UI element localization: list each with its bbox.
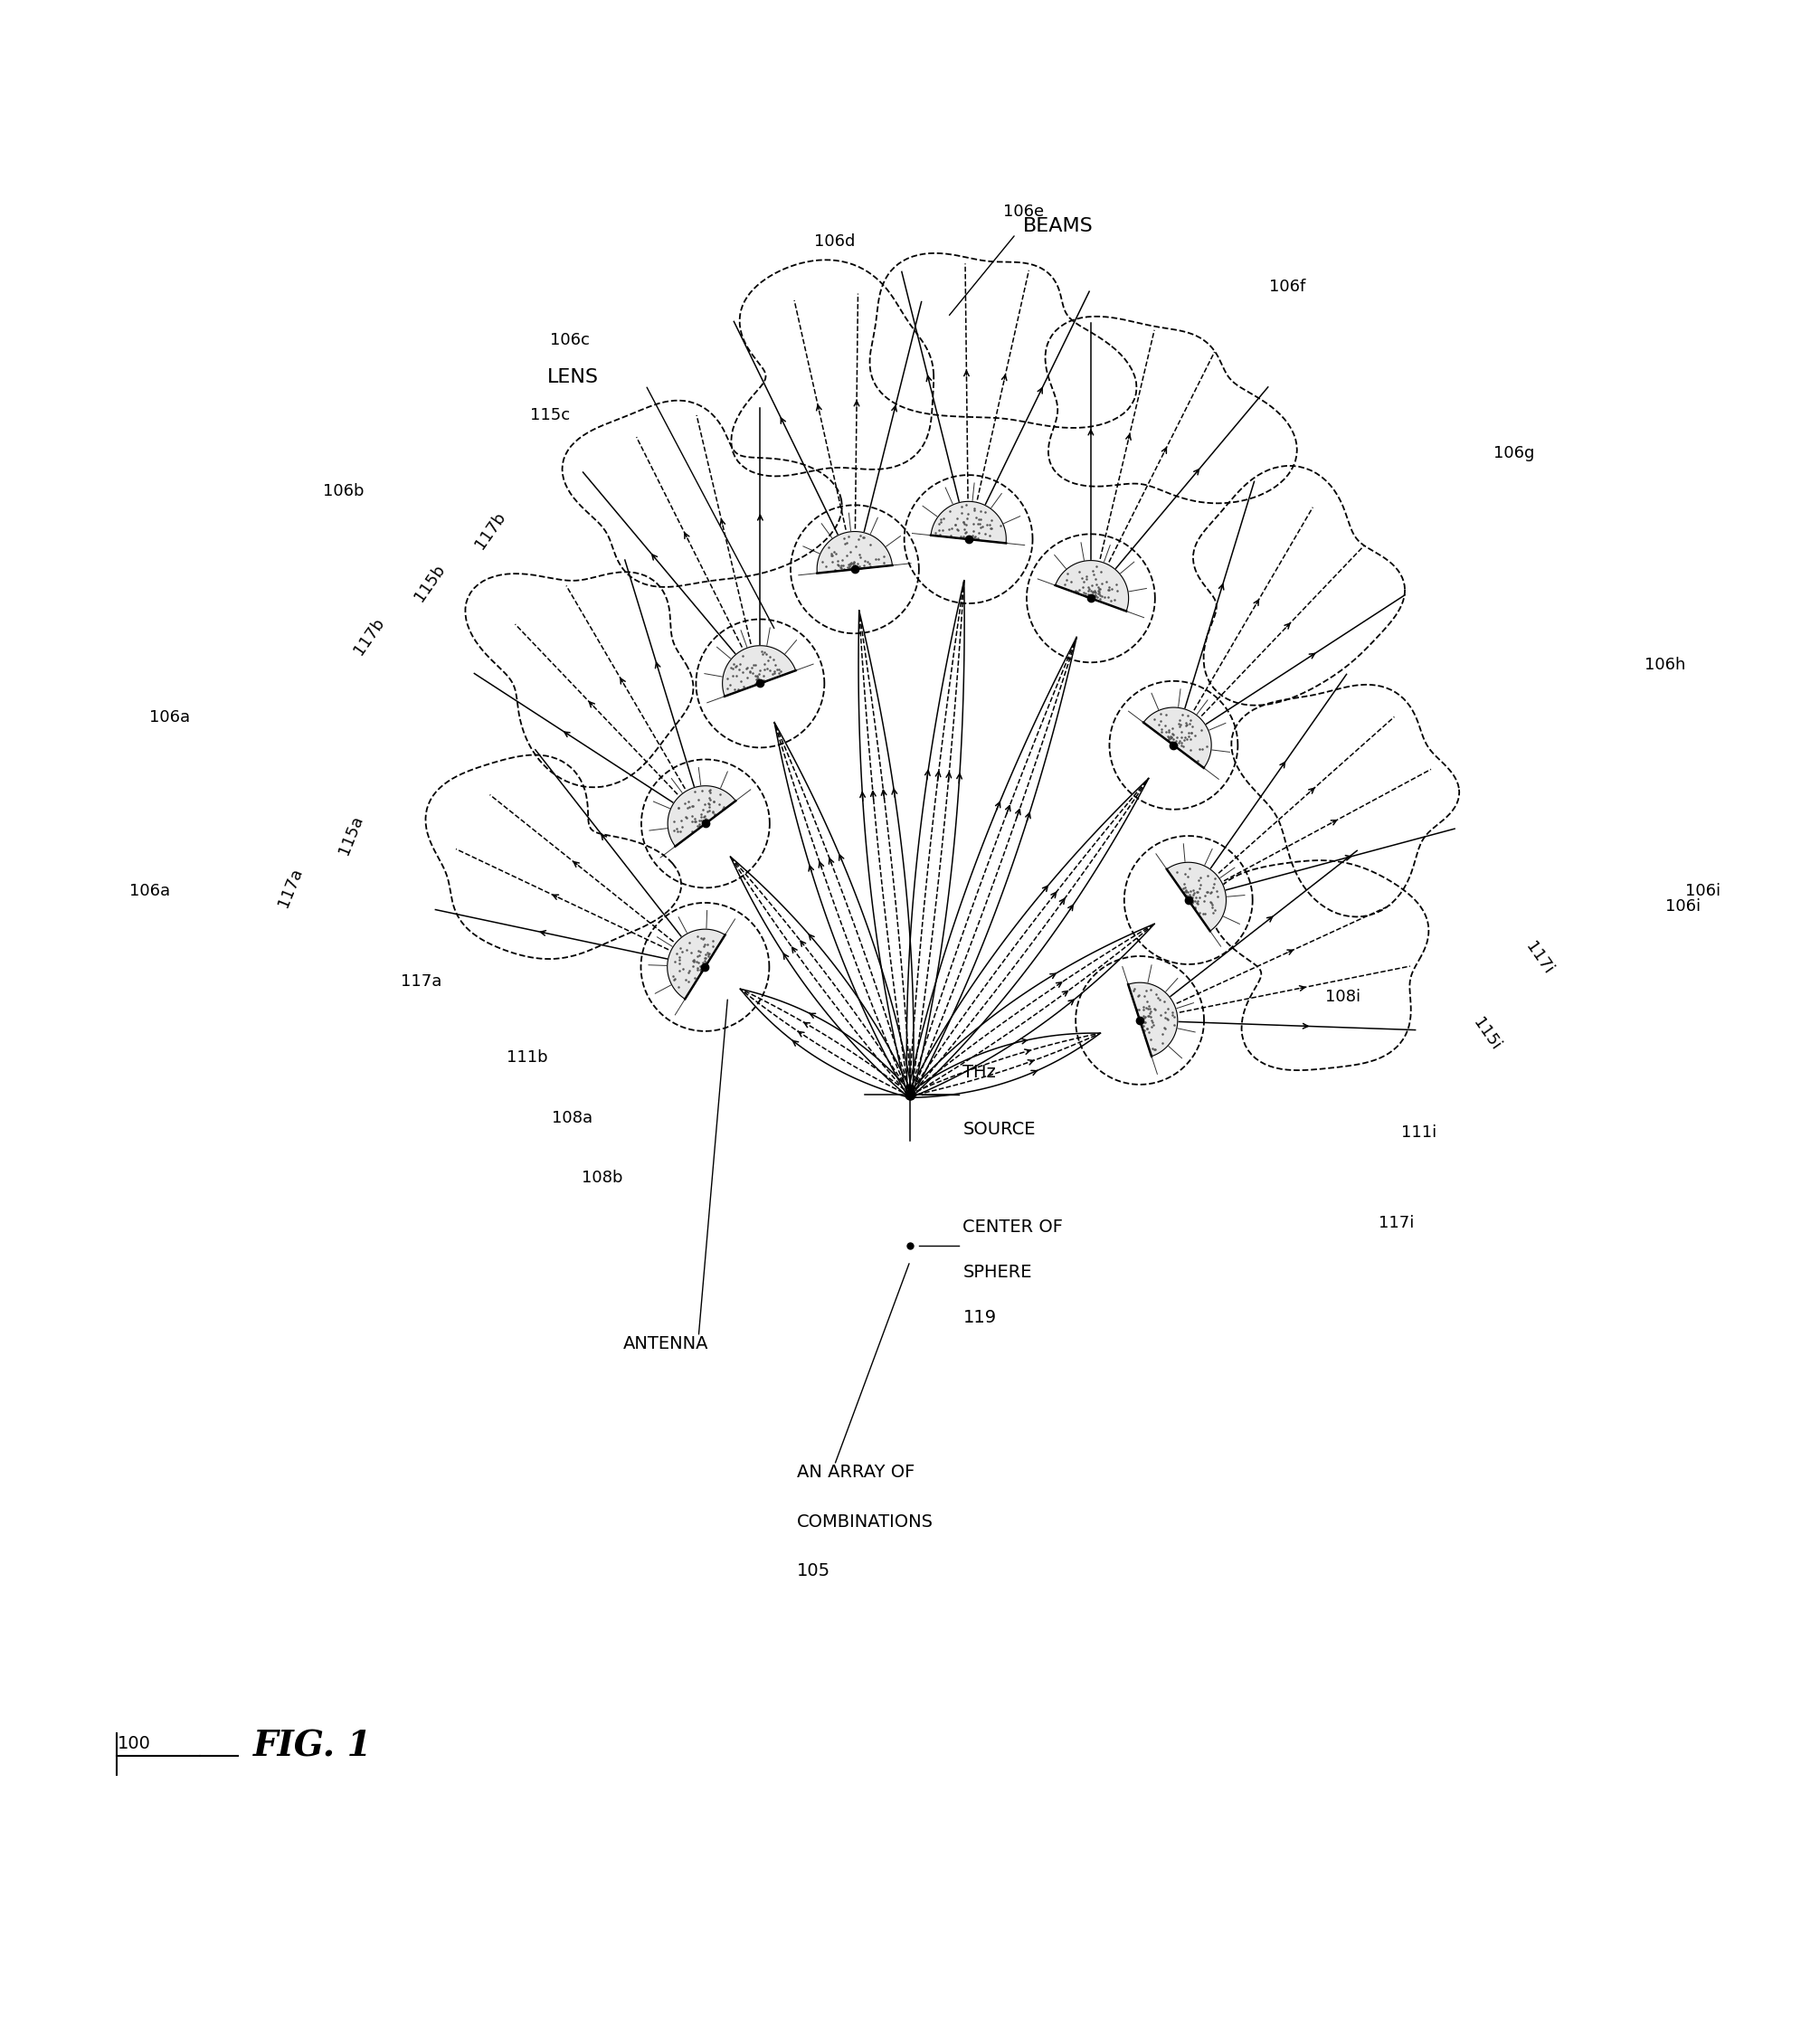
Text: 106c: 106c [550,332,590,349]
Text: 106i: 106i [1665,897,1700,913]
Text: 117a: 117a [275,865,306,909]
Text: COMBINATIONS: COMBINATIONS [797,1513,934,1531]
Polygon shape [723,646,795,697]
Polygon shape [1212,860,1429,1070]
Text: 111i: 111i [1401,1126,1436,1142]
Polygon shape [1045,316,1298,504]
Text: 108b: 108b [582,1170,622,1187]
Polygon shape [870,253,1138,428]
Polygon shape [668,785,735,846]
Text: 117i: 117i [1523,940,1556,979]
Text: SOURCE: SOURCE [963,1119,1036,1138]
Polygon shape [1143,708,1212,769]
Text: 106a: 106a [129,883,169,899]
Polygon shape [1056,561,1128,612]
Text: 111b: 111b [506,1050,548,1066]
Text: 100: 100 [116,1735,151,1752]
Polygon shape [1194,465,1405,705]
Text: 106h: 106h [1645,657,1685,673]
Text: 117a: 117a [400,973,442,989]
Text: 106a: 106a [149,710,191,726]
Polygon shape [668,930,724,999]
Polygon shape [1167,862,1227,932]
Text: 106d: 106d [814,234,855,249]
Polygon shape [562,400,843,587]
Text: 117i: 117i [1378,1215,1414,1232]
Text: ANTENNA: ANTENNA [622,1336,708,1352]
Text: BEAMS: BEAMS [1023,218,1094,237]
Text: 108a: 108a [551,1109,593,1126]
Text: 108i: 108i [1325,989,1361,1005]
Text: 119: 119 [963,1309,996,1327]
Text: 115c: 115c [530,408,570,424]
Polygon shape [732,259,934,477]
Text: 115b: 115b [411,561,448,606]
Polygon shape [817,532,892,573]
Polygon shape [930,502,1006,542]
Text: SPHERE: SPHERE [963,1264,1032,1280]
Text: 115a: 115a [335,812,366,856]
Text: 117b: 117b [351,614,388,659]
Text: 106b: 106b [322,483,364,500]
Text: 105: 105 [797,1562,830,1580]
Polygon shape [426,754,681,958]
Polygon shape [1128,983,1178,1056]
Text: 106e: 106e [1003,204,1043,220]
Text: AN ARRAY OF: AN ARRAY OF [797,1464,915,1480]
Polygon shape [1232,685,1460,918]
Text: CENTER OF: CENTER OF [963,1219,1063,1236]
Text: FIG. 1: FIG. 1 [253,1729,371,1764]
Text: 106g: 106g [1494,445,1534,461]
Text: THz: THz [963,1064,996,1081]
Text: 106i: 106i [1685,883,1720,899]
Text: 117b: 117b [471,510,510,553]
Text: LENS: LENS [548,369,599,387]
Polygon shape [466,573,693,787]
Text: 115i: 115i [1471,1015,1503,1054]
Text: 106f: 106f [1269,279,1305,296]
